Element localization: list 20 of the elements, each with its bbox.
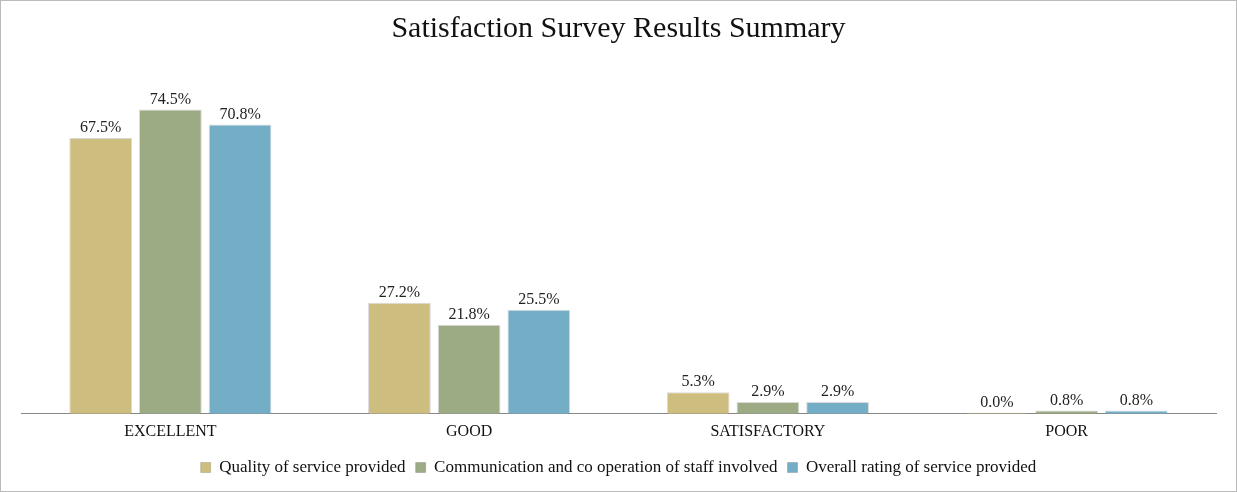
data-label: 0.8%	[1049, 390, 1084, 408]
data-label: 2.9%	[820, 382, 855, 400]
data-label: 74.5%	[149, 89, 192, 107]
data-label: 0.8%	[1119, 390, 1153, 408]
legend-label: Communication and co operation of staff involved	[434, 456, 778, 476]
legend-label: Overall rating of service provided	[806, 456, 1037, 476]
data-label: 25.5%	[518, 289, 560, 307]
data-label: 2.9%	[751, 382, 785, 400]
x-tick-label: SATISFACTORY	[710, 421, 826, 439]
data-label: 67.5%	[80, 118, 122, 136]
x-tick-label: GOOD	[446, 421, 493, 439]
data-label: 0.0%	[980, 393, 1014, 410]
data-label: 70.8%	[219, 104, 261, 122]
x-tick-label: EXCELLENT	[124, 421, 217, 439]
x-tick-label: POOR	[1045, 421, 1089, 439]
data-label: 27.2%	[378, 282, 421, 300]
data-label: 21.8%	[448, 304, 490, 322]
data-label: 5.3%	[681, 372, 715, 390]
legend-label: Quality of service provided	[219, 456, 407, 476]
chart-title: Satisfaction Survey Results Summary	[391, 9, 846, 43]
